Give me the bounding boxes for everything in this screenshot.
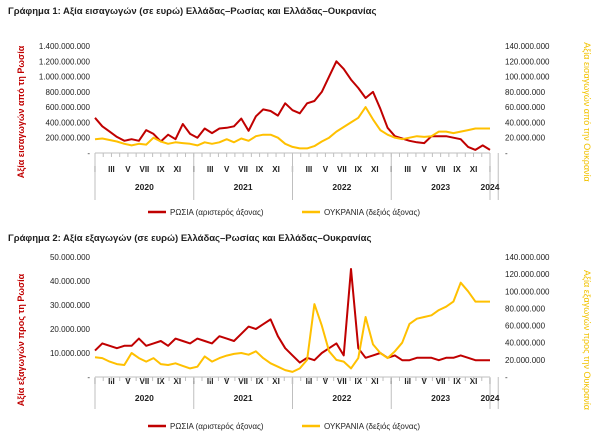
right-axis-tick-label: 100.000.000 xyxy=(505,73,550,82)
left-axis-tick-label: 50.000.000 xyxy=(50,253,91,262)
x-axis-year-label: 2020 xyxy=(135,393,154,403)
x-axis-year-label: 2020 xyxy=(135,182,154,192)
x-axis-month-label: V xyxy=(421,377,427,386)
left-axis-tick-label: - xyxy=(87,373,90,382)
x-axis-month-label: VII xyxy=(139,165,149,174)
right-axis-title: Αξία εισαγωγών από την Ουκρανία xyxy=(582,42,592,182)
chart-title: Γράφημα 2: Αξία εξαγωγών (σε ευρώ) Ελλάδ… xyxy=(8,233,372,244)
left-axis-tick-label: 1.000.000.000 xyxy=(39,73,91,82)
left-axis-tick-label: 800.000.000 xyxy=(46,88,91,97)
x-axis-month-label: III xyxy=(108,377,115,386)
series-line-ukraine xyxy=(94,281,490,373)
x-axis-month-label: XI xyxy=(272,165,280,174)
x-axis-year-label: 2022 xyxy=(332,393,351,403)
left-axis-tick-label: 30.000.000 xyxy=(50,301,91,310)
left-axis-tick-label: 1.400.000.000 xyxy=(39,42,91,51)
x-axis-month-label: IX xyxy=(453,165,461,174)
right-axis-tick-label: 40.000.000 xyxy=(505,339,546,348)
x-axis-month-label: V xyxy=(323,377,329,386)
right-axis-tick-label: 60.000.000 xyxy=(505,103,546,112)
legend-label-russia: ΡΩΣΙΑ (αριστερός άξονας) xyxy=(170,208,264,217)
x-axis-year-label: 2023 xyxy=(431,393,450,403)
right-axis-tick-label: 140.000.000 xyxy=(505,42,550,51)
x-axis-month-label: XI xyxy=(470,377,478,386)
left-axis-tick-label: 400.000.000 xyxy=(46,118,91,127)
right-axis-tick-label: - xyxy=(505,149,508,158)
x-axis-month-label: IX xyxy=(355,377,363,386)
legend-label-ukraine: ΟΥΚΡΑΝΙΑ (δεξιός άξονας) xyxy=(324,422,420,431)
chart-exports: Γράφημα 2: Αξία εξαγωγών (σε ευρώ) Ελλάδ… xyxy=(0,225,600,444)
x-axis-month-label: IX xyxy=(453,377,461,386)
left-axis-tick-label: 200.000.000 xyxy=(46,134,91,143)
left-axis-tick-label: 1.200.000.000 xyxy=(39,57,91,66)
x-axis-month-label: V xyxy=(125,377,131,386)
left-axis-tick-label: 40.000.000 xyxy=(50,277,91,286)
chart-imports: Γράφημα 1: Αξία εισαγωγών (σε ευρώ) Ελλά… xyxy=(8,6,592,217)
x-axis-year-label: 2021 xyxy=(234,393,253,403)
x-axis-year-label: 2023 xyxy=(431,182,450,192)
x-axis-month-label: III xyxy=(306,165,313,174)
right-axis-tick-label: 140.000.000 xyxy=(505,253,550,262)
x-axis-month-label: IX xyxy=(157,377,165,386)
x-axis-month-label: XI xyxy=(174,165,182,174)
right-axis-tick-label: 40.000.000 xyxy=(505,118,546,127)
x-axis-month-label: IX xyxy=(256,377,264,386)
left-axis-tick-label: 20.000.000 xyxy=(50,325,91,334)
x-axis-month-label: IX xyxy=(157,165,165,174)
right-axis-tick-label: - xyxy=(505,373,508,382)
x-axis-month-label: IX xyxy=(355,165,363,174)
left-axis-title: Αξία εισαγωγών από τη Ρωσία xyxy=(16,45,26,178)
x-axis-month-label: V xyxy=(224,377,230,386)
right-axis-tick-label: 120.000.000 xyxy=(505,270,550,279)
chart-imports-svg: 1.400.000.000 1.200.000.000 1.000.000.000 8… xyxy=(16,42,592,217)
right-axis-tick-label: 60.000.000 xyxy=(505,322,546,331)
legend-label-russia: ΡΩΣΙΑ (αριστερός άξονας) xyxy=(170,422,264,431)
chart-title: Γράφημα 1: Αξία εισαγωγών (σε ευρώ) Ελλά… xyxy=(8,6,377,17)
left-axis-tick-label: 600.000.000 xyxy=(46,103,91,112)
legend-label-ukraine: ΟΥΚΡΑΝΙΑ (δεξιός άξονας) xyxy=(324,208,420,217)
x-axis-month-label: V xyxy=(421,165,427,174)
x-axis-month-label: XI xyxy=(371,165,379,174)
x-axis-month-label: III xyxy=(404,165,411,174)
x-axis-month-label: V xyxy=(323,165,329,174)
x-axis-month-label: V xyxy=(125,165,131,174)
x-axis-month-label: XI xyxy=(470,165,478,174)
x-axis-year-label: 2024 xyxy=(481,182,500,192)
x-axis-month-label: VII xyxy=(436,165,446,174)
x-axis-month-label: III xyxy=(108,165,115,174)
x-axis-month-label: VII xyxy=(337,377,347,386)
x-axis-month-label: XI xyxy=(272,377,280,386)
x-axis-month-label: III xyxy=(404,377,411,386)
right-axis-tick-label: 20.000.000 xyxy=(505,356,546,365)
x-axis-month-label: XI xyxy=(174,377,182,386)
right-axis-tick-label: 80.000.000 xyxy=(505,88,546,97)
left-axis-tick-label: - xyxy=(87,149,90,158)
x-axis-month-label: V xyxy=(224,165,230,174)
left-axis-tick-label: 10.000.000 xyxy=(50,349,91,358)
right-axis-tick-label: 100.000.000 xyxy=(505,287,550,296)
right-axis-tick-label: 20.000.000 xyxy=(505,134,546,143)
x-axis-month-label: VII xyxy=(139,377,149,386)
x-axis-month-label: VII xyxy=(238,377,248,386)
x-axis-year-label: 2024 xyxy=(481,393,500,403)
x-axis-month-label: VII xyxy=(436,377,446,386)
x-axis-year-label: 2022 xyxy=(332,182,351,192)
right-axis-title: Αξία εξαγωγών προς την Ουκρανία xyxy=(582,270,592,410)
x-axis-month-label: III xyxy=(306,377,313,386)
x-axis-month-label: XI xyxy=(371,377,379,386)
x-axis-month-label: IX xyxy=(256,165,264,174)
right-axis-tick-label: 120.000.000 xyxy=(505,57,550,66)
right-axis-tick-label: 80.000.000 xyxy=(505,304,546,313)
x-axis-month-label: III xyxy=(207,165,214,174)
chart-exports-svg: 50.000.000 40.000.000 30.000.000 20.000.000… xyxy=(16,253,592,431)
x-axis-month-label: VII xyxy=(238,165,248,174)
series-line-ukraine xyxy=(94,106,490,150)
x-axis-month-label: VII xyxy=(337,165,347,174)
left-axis-title: Αξία εξαγωγών προς τη Ρωσία xyxy=(16,273,26,406)
x-axis-month-label: III xyxy=(207,377,214,386)
x-axis-year-label: 2021 xyxy=(234,182,253,192)
series-line-russia xyxy=(94,268,490,364)
